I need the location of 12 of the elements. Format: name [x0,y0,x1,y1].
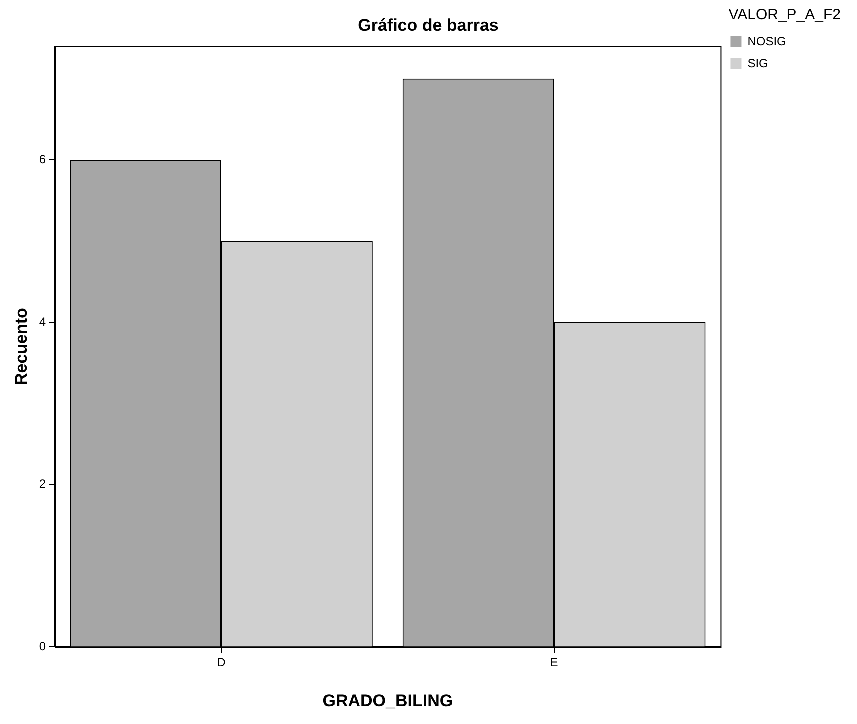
x-tick-label: E [550,656,558,670]
x-axis-title: GRADO_BILING [322,691,454,710]
y-axis-title: Recuento [12,308,31,386]
chart-title: Gráfico de barras [358,16,499,35]
y-tick-label: 6 [39,152,46,166]
y-tick-label: 2 [39,477,46,492]
x-tick-label: D [217,656,226,670]
legend-title: VALOR_P_A_F2 [728,6,841,24]
y-tick-label: 0 [39,640,46,654]
legend-label: SIG [748,56,768,70]
legend-label: NOSIG [748,34,786,48]
y-tick-label: 4 [39,314,46,329]
